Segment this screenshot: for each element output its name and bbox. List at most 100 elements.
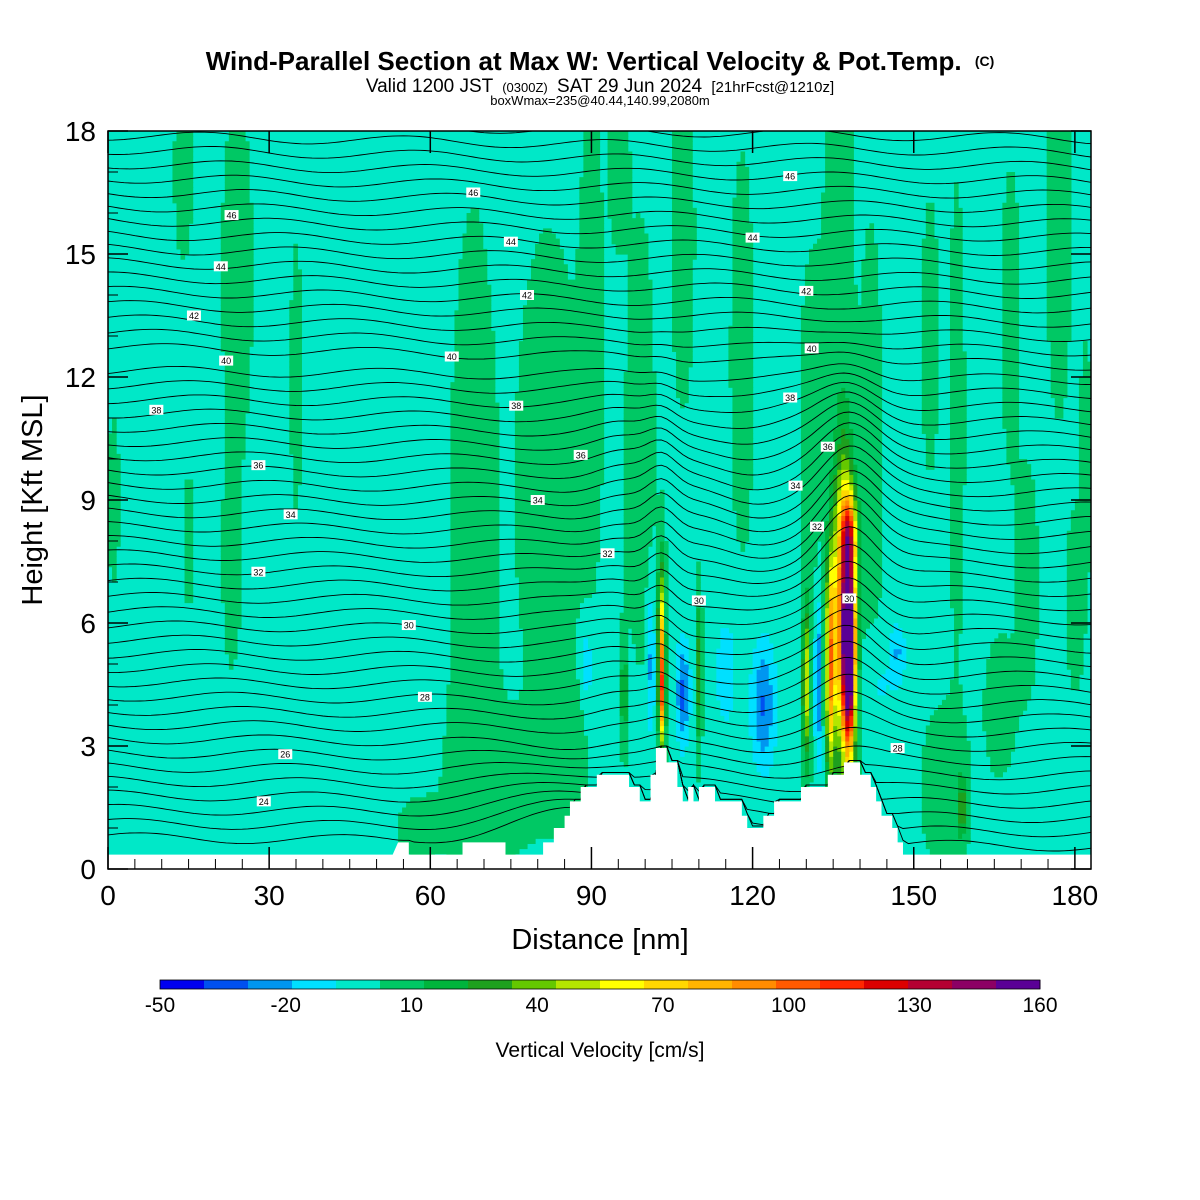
velocity-cell: [804, 761, 810, 768]
velocity-cell: [450, 556, 500, 563]
velocity-cell: [837, 505, 842, 511]
velocity-cell: [921, 356, 939, 363]
velocity-cell: [466, 223, 484, 229]
velocity-cell: [817, 756, 822, 762]
velocity-cell: [861, 279, 879, 286]
colorbar-swatch: [688, 980, 733, 989]
velocity-cell: [986, 669, 1036, 675]
velocity-cell: [800, 330, 883, 337]
velocity-cell: [583, 658, 593, 665]
velocity-cell: [857, 469, 883, 475]
velocity-cell: [728, 361, 754, 368]
velocity-cell: [458, 269, 488, 276]
velocity-cell: [647, 674, 653, 680]
subtitle-date: SAT 29 Jun 2024: [557, 76, 703, 97]
velocity-cell: [732, 289, 754, 296]
velocity-cell: [845, 694, 850, 701]
velocity-cell: [651, 658, 657, 665]
velocity-cell: [837, 674, 842, 680]
velocity-cell: [659, 694, 665, 701]
velocity-cell: [841, 628, 854, 634]
velocity-cell: [845, 746, 850, 752]
velocity-cell: [857, 500, 862, 506]
colorbar-swatch: [952, 980, 997, 989]
velocity-cell: [889, 643, 907, 650]
velocity-cell: [821, 628, 826, 634]
theta-label: 38: [783, 392, 798, 403]
velocity-cell: [700, 694, 705, 701]
velocity-cell: [949, 269, 963, 276]
velocity-cell: [619, 658, 629, 665]
velocity-cell: [289, 330, 302, 337]
velocity-cell: [607, 182, 633, 188]
velocity-cell: [966, 828, 971, 834]
velocity-cell: [1014, 510, 1036, 516]
velocity-cell: [108, 535, 121, 542]
velocity-cell: [655, 576, 661, 583]
velocity-cell: [800, 771, 806, 778]
velocity-cell: [623, 382, 657, 388]
velocity-cell: [925, 740, 971, 747]
velocity-cell: [808, 648, 814, 655]
velocity-cell: [224, 489, 242, 496]
velocity-cell: [676, 674, 681, 680]
velocity-cell: [663, 587, 669, 593]
theta-label-text: 36: [253, 461, 263, 471]
velocity-cell: [825, 551, 830, 557]
velocity-cell: [676, 730, 689, 737]
theta-contour-line: [108, 217, 1091, 242]
velocity-cell: [1010, 633, 1040, 639]
velocity-cell: [800, 720, 806, 727]
velocity-cell: [676, 371, 689, 378]
velocity-cell: [1002, 387, 1020, 393]
velocity-cell: [659, 715, 665, 721]
velocity-cell: [619, 648, 629, 655]
velocity-cell: [861, 500, 883, 506]
velocity-cell: [450, 525, 500, 532]
velocity-cell: [696, 658, 701, 665]
theta-label: 38: [509, 400, 524, 411]
velocity-cell: [837, 597, 842, 604]
velocity-cell: [825, 525, 830, 532]
velocity-cell: [700, 730, 705, 737]
velocity-cell: [982, 699, 1028, 706]
velocity-cell: [853, 484, 858, 491]
velocity-cell: [921, 330, 939, 337]
velocity-cell: [849, 412, 883, 419]
velocity-cell: [921, 289, 939, 296]
velocity-cell: [655, 674, 661, 680]
velocity-cell: [184, 541, 194, 547]
velocity-cell: [857, 725, 862, 732]
velocity-cell: [579, 243, 605, 250]
velocity-cell: [1054, 402, 1064, 409]
x-axis: 0 30 60 90 120 150 180: [100, 131, 1098, 911]
velocity-cell: [176, 218, 194, 224]
velocity-cell: [1046, 336, 1072, 342]
velocity-cell: [1046, 166, 1072, 173]
velocity-cell: [672, 325, 693, 332]
velocity-cell: [841, 484, 850, 491]
velocity-cell: [220, 505, 242, 511]
velocity-cell: [659, 582, 665, 588]
velocity-cell: [800, 715, 806, 721]
velocity-cell: [808, 602, 814, 609]
velocity-cell: [583, 166, 601, 173]
velocity-cell: [756, 735, 770, 742]
velocity-cell: [680, 679, 685, 686]
velocity-cell: [732, 438, 754, 445]
velocity-cell: [663, 720, 669, 727]
velocity-cell: [623, 412, 657, 419]
velocity-cell: [293, 469, 302, 475]
velocity-cell: [949, 684, 963, 691]
velocity-cell: [1066, 658, 1084, 665]
velocity-cell: [518, 351, 605, 358]
velocity-cell: [647, 643, 657, 650]
colorbar-swatch: [996, 980, 1041, 989]
velocity-cell: [659, 607, 665, 614]
velocity-cell: [833, 459, 838, 465]
velocity-cell: [623, 556, 649, 563]
velocity-cell: [220, 284, 254, 291]
velocity-cell: [804, 720, 810, 727]
theta-label: 30: [401, 620, 416, 631]
